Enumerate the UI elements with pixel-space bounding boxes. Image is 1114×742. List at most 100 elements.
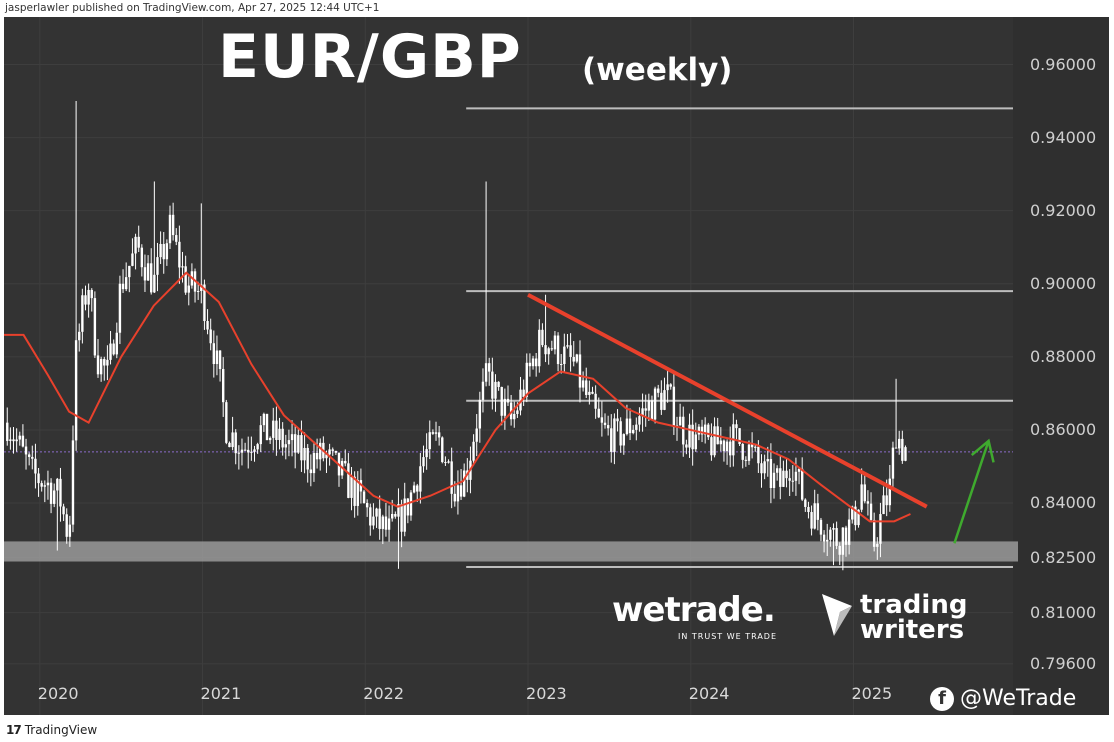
candle-body-14 [49,482,53,504]
candle-body-83 [265,413,269,441]
candle-body-133 [422,457,425,467]
candle-body-135 [428,432,431,450]
candle-body-166 [525,362,528,397]
candle-body-171 [541,329,544,346]
y-tick-label: 0.92000 [1030,200,1097,220]
candle-body-240 [757,446,760,464]
trading-writers-line2: writers [860,615,965,645]
wetrade-logo: wetrade. [612,590,776,630]
candle-body-142 [450,461,453,494]
candle-body-2 [12,439,15,442]
candle-body-207 [653,388,657,420]
candle-body-222 [700,426,704,435]
candle-body-1 [9,439,12,441]
candle-body-46 [150,263,153,293]
candle-body-123 [391,514,394,519]
y-tick-label: 0.81000 [1030,602,1097,622]
candle-body-129 [409,492,413,516]
social-handle[interactable]: f @WeTrade [930,686,1076,711]
trendline-line [527,292,928,509]
candle-body-118 [375,508,378,517]
candle-body-275 [866,501,870,504]
candle-body-73 [234,432,237,454]
candle-body-45 [146,263,150,281]
candle-body-237 [747,444,751,461]
candle-body-247 [779,468,782,487]
candle-body-72 [231,432,234,448]
candle-body-110 [350,476,353,498]
candle-body-228 [719,440,723,445]
candle-body-278 [876,543,879,547]
candle-body-16 [56,478,59,491]
candle-body-221 [697,426,701,435]
candle-body-35 [115,332,118,355]
candle-body-96 [306,447,309,470]
candle-body-281 [885,495,888,506]
candle-body-198 [625,418,629,435]
candle-body-218 [688,424,691,448]
candle-body-165 [522,389,525,397]
candle-body-219 [691,424,694,450]
candle-body-176 [556,335,560,365]
x-tick-label: 2025 [851,684,893,703]
candle-body-125 [397,504,400,517]
candle-body-249 [785,470,788,479]
price-axis-panel[interactable] [1013,17,1109,715]
candle-body-186 [588,391,591,395]
candle-body-206 [650,400,654,420]
tradingview-logo[interactable]: 17 TradingView [6,723,97,737]
candle-body-160 [506,398,510,403]
candle-body-58 [187,285,190,293]
candle-body-120 [381,516,385,529]
candle-body-254 [800,468,804,500]
candle-body-216 [682,416,685,445]
publisher-line: jasperlawler published on TradingView.co… [0,0,1114,17]
candle-body-273 [860,484,863,510]
candle-body-144 [456,485,460,502]
candle-body-64 [206,321,209,330]
trendline [527,292,928,509]
candle-body-21 [71,440,75,525]
candle-body-24 [81,295,84,332]
candle-body-175 [553,335,557,350]
candle-body-62 [200,284,203,291]
candle-body-155 [491,371,494,399]
candle-body-210 [663,390,666,410]
x-tick-label: 2023 [526,684,567,703]
candle-body-137 [434,432,438,434]
candle-body-50 [162,243,165,260]
candle-body-122 [387,518,391,530]
candle-body-67 [215,350,219,365]
candle-body-156 [494,381,497,399]
candle-body-52 [168,214,172,244]
candle-body-187 [591,391,594,394]
candle-body-49 [159,243,162,258]
candle-body-30 [99,359,103,375]
candle-body-140 [444,462,447,464]
candle-body-261 [822,534,826,542]
candle-body-18 [62,506,65,515]
candle-body-81 [259,425,262,445]
candle-body-47 [153,274,156,293]
candle-body-32 [106,359,109,366]
candle-body-190 [600,417,604,423]
candle-body-272 [857,509,860,526]
y-tick-label: 0.88000 [1030,346,1097,366]
candle-body-3 [15,439,18,442]
support-zone [4,541,1018,562]
candle-body-70 [225,402,228,443]
candle-body-154 [488,363,491,372]
candle-body-102 [325,454,328,459]
candle-body-139 [441,437,444,463]
candle-body-63 [203,284,206,322]
candle-body-56 [181,266,184,268]
candle-body-266 [838,545,841,555]
tradingview-logo-mark: 17 [6,723,22,737]
arrow-shaft [953,440,990,544]
candle-body-167 [528,362,532,367]
chart-panel[interactable] [4,17,1037,715]
candle-body-4 [18,435,21,440]
candle-body-29 [96,355,100,375]
candle-body-283 [891,447,895,479]
candle-body-250 [788,478,791,481]
